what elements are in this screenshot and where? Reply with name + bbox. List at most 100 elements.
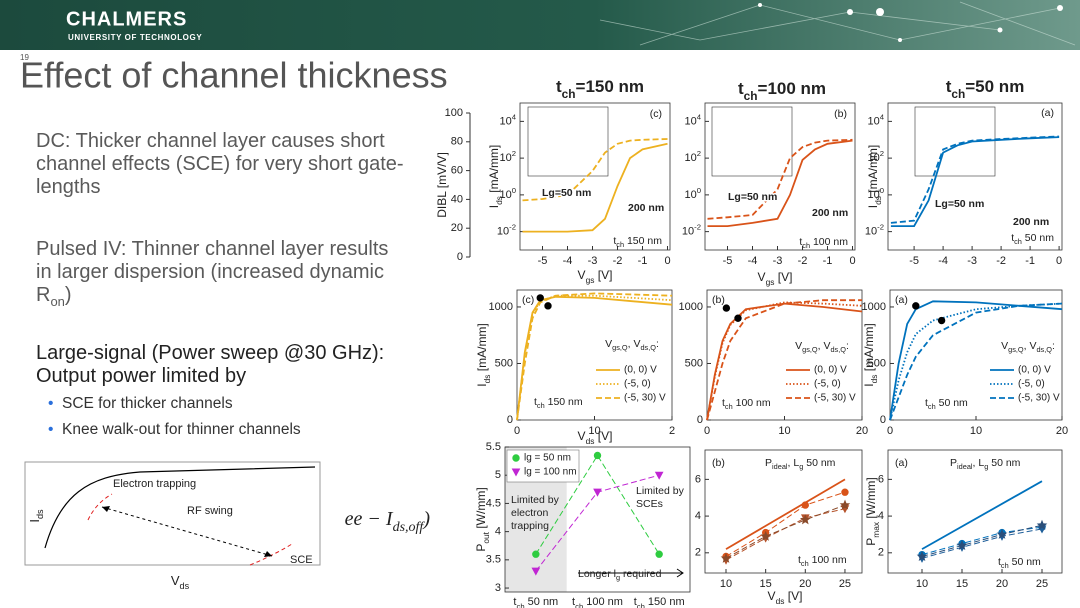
tick-exponent: 2 bbox=[512, 149, 516, 158]
subscript: gs bbox=[586, 275, 595, 285]
y-tick-label: 2 bbox=[878, 547, 884, 559]
x-tick-label: 10 bbox=[778, 425, 790, 437]
text-part: , V bbox=[818, 340, 831, 352]
text-part: t bbox=[998, 556, 1001, 568]
y-tick-label: 4 bbox=[495, 526, 501, 538]
text-part: t bbox=[738, 79, 744, 98]
text-part: (c) bbox=[522, 294, 534, 306]
x-tick-label: -3 bbox=[967, 255, 977, 267]
annotation: tch 150 nm bbox=[613, 235, 662, 250]
marker bbox=[593, 488, 602, 497]
marker bbox=[956, 539, 968, 551]
y-tick-label: 3 bbox=[495, 582, 501, 594]
plot-frame bbox=[516, 289, 673, 421]
y-tick-label: 102 bbox=[867, 149, 884, 164]
tick-exponent: 0 bbox=[697, 185, 701, 194]
y-tick-label: 500 bbox=[685, 357, 703, 369]
x-tick-label: -5 bbox=[538, 255, 548, 267]
text-part: [W/mm] bbox=[864, 477, 878, 522]
brand-sub: UNIVERSITY OF TECHNOLOGY bbox=[68, 33, 202, 42]
text-part: [V] bbox=[594, 429, 612, 443]
subscript: gs bbox=[766, 277, 775, 287]
text-part: t bbox=[799, 236, 802, 248]
text-part: 100 nm bbox=[733, 397, 771, 409]
bullet: Knee walk-out for thinner channels bbox=[48, 421, 301, 439]
text-part: t bbox=[572, 596, 575, 608]
series-label: Lg=50 nm bbox=[935, 198, 984, 210]
text-part: t bbox=[556, 77, 562, 96]
y-tick-label: 2 bbox=[695, 547, 701, 559]
y-tick-label: 500 bbox=[495, 357, 513, 369]
x-tick-label: 0 bbox=[887, 425, 893, 437]
category-label: tch 150 nm bbox=[634, 596, 685, 608]
text-part: t bbox=[613, 235, 616, 247]
y-axis-label: Ids [mA/mm] bbox=[862, 323, 879, 387]
y-tick-label: 60 bbox=[451, 165, 463, 177]
x-tick-label: 10 bbox=[970, 425, 982, 437]
subscript: ds bbox=[494, 196, 504, 205]
bullet: SCE for thicker channels bbox=[48, 395, 233, 413]
x-tick-label: 20 bbox=[799, 578, 811, 590]
sketch-label: Electron trapping bbox=[113, 478, 196, 490]
text-part: t bbox=[634, 596, 637, 608]
paragraph: Large-signal (Power sweep @30 GHz): Outp… bbox=[36, 342, 408, 388]
legend-label: (-5, 30) V bbox=[814, 393, 856, 404]
slide-title: Effect of channel thickness bbox=[20, 55, 448, 96]
sketch-y-label: Ids bbox=[27, 509, 45, 523]
text-part: P bbox=[864, 538, 878, 546]
tick-exponent: -2 bbox=[877, 222, 884, 231]
y-tick-label: 100 bbox=[445, 107, 463, 119]
text-part: V bbox=[171, 573, 180, 588]
text-part: t bbox=[1011, 232, 1014, 244]
text-part: SCEs bbox=[636, 498, 663, 510]
y-tick-label: 80 bbox=[451, 136, 463, 148]
x-tick-label: -1 bbox=[1025, 255, 1035, 267]
text-part: trapping bbox=[511, 520, 549, 532]
x-tick-label: 0 bbox=[514, 425, 520, 437]
legend-label: (0, 0) V bbox=[624, 365, 657, 376]
text-part: [mA/mm] bbox=[866, 145, 880, 196]
x-tick-label: 15 bbox=[760, 578, 772, 590]
subscript: ds bbox=[180, 581, 190, 591]
page-number: 19 bbox=[20, 53, 29, 62]
brand: CHALMERS bbox=[66, 8, 187, 30]
x-tick-label: -4 bbox=[563, 255, 573, 267]
subscript: ds,Q bbox=[1036, 345, 1052, 354]
y-tick-label: 20 bbox=[451, 222, 463, 234]
text-part: 100 nm bbox=[583, 596, 623, 608]
column-head: tch=100 nm bbox=[738, 79, 826, 103]
plot-frame bbox=[889, 289, 1063, 421]
tick-base: 10 bbox=[867, 152, 879, 164]
annotation: Pideal, Lg 50 nm bbox=[950, 457, 1021, 472]
text-part: 100 nm bbox=[810, 236, 848, 248]
text-part: V bbox=[1001, 340, 1008, 352]
series-line bbox=[522, 138, 668, 202]
text-part: (b) bbox=[712, 457, 725, 469]
text: DC: Thicker channel layer causes short c… bbox=[36, 130, 404, 198]
text-part: 150 nm bbox=[645, 596, 685, 608]
x-axis-label: Vgs [V] bbox=[758, 270, 793, 287]
text-part: V bbox=[795, 340, 802, 352]
text-part: DIBL [mV/V] bbox=[435, 152, 449, 218]
text-part: [mA/mm] bbox=[475, 323, 489, 374]
x-tick-label: 10 bbox=[916, 578, 928, 590]
subscript: ch bbox=[744, 89, 758, 103]
tick-base: 10 bbox=[684, 152, 696, 164]
series-label: 200 nm bbox=[812, 207, 848, 219]
marker bbox=[544, 302, 552, 310]
subscript: ch bbox=[575, 602, 583, 608]
subscript: ds bbox=[35, 509, 45, 519]
formula-fragment: ee − Ids,off) bbox=[345, 508, 431, 535]
legend-label: lg = 100 nm bbox=[524, 467, 577, 478]
annotation: Vgs,Q, Vds,Q: bbox=[795, 340, 849, 355]
text-part: 50 nm bbox=[1022, 232, 1054, 244]
tick-base: 10 bbox=[499, 152, 511, 164]
subscript: ds bbox=[776, 596, 785, 606]
text-part: I bbox=[862, 383, 876, 386]
tick-exponent: -2 bbox=[694, 222, 701, 231]
tick-exponent: 4 bbox=[880, 112, 885, 121]
sketch-trap bbox=[87, 493, 113, 521]
text-part: (a) bbox=[895, 294, 908, 306]
text-part: : bbox=[846, 340, 849, 352]
text: Large-signal (Power sweep @30 GHz): Outp… bbox=[36, 342, 385, 387]
